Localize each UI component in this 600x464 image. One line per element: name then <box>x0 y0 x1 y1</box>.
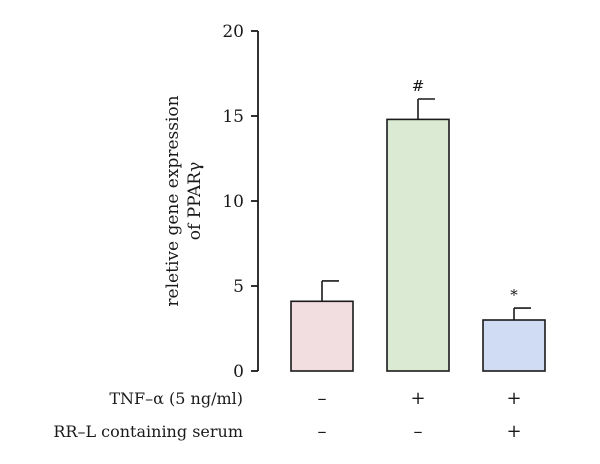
significance-annotations: #* <box>412 77 519 304</box>
condition-table: TNF–α (5 ng/ml) – + + RR–L containing serum –… <box>53 388 521 442</box>
y-tick-label: 10 <box>222 192 244 212</box>
y-tick-label: 0 <box>233 362 244 382</box>
y-axis-title-line: of PPARγ <box>185 162 205 240</box>
condition-sign: – <box>414 421 423 442</box>
y-axis-title: reletive gene expression of PPARγ <box>163 95 205 306</box>
significance-mark-2: # <box>412 77 425 95</box>
significance-mark-3: * <box>510 286 518 304</box>
condition-sign: – <box>318 421 327 442</box>
bar-1 <box>290 300 354 372</box>
y-tick-label: 15 <box>222 107 244 127</box>
y-axis-label: reletive gene expression of PPARγ <box>163 95 205 306</box>
condition-sign: + <box>506 421 521 442</box>
bar-2 <box>386 118 450 372</box>
bars <box>290 118 546 372</box>
y-tick-label: 20 <box>222 22 244 42</box>
y-axis-title-line: reletive gene expression <box>163 95 183 306</box>
y-tick-label: 5 <box>233 277 244 297</box>
y-axis: 0 5 10 15 20 <box>222 22 259 382</box>
condition-sign: + <box>506 388 521 409</box>
bar-3 <box>482 319 546 372</box>
condition-sign: – <box>318 388 327 409</box>
condition-label-2: RR–L containing serum <box>53 422 243 441</box>
error-bars <box>321 98 531 320</box>
condition-label-1: TNF–α (5 ng/ml) <box>109 389 243 408</box>
condition-sign: + <box>410 388 425 409</box>
